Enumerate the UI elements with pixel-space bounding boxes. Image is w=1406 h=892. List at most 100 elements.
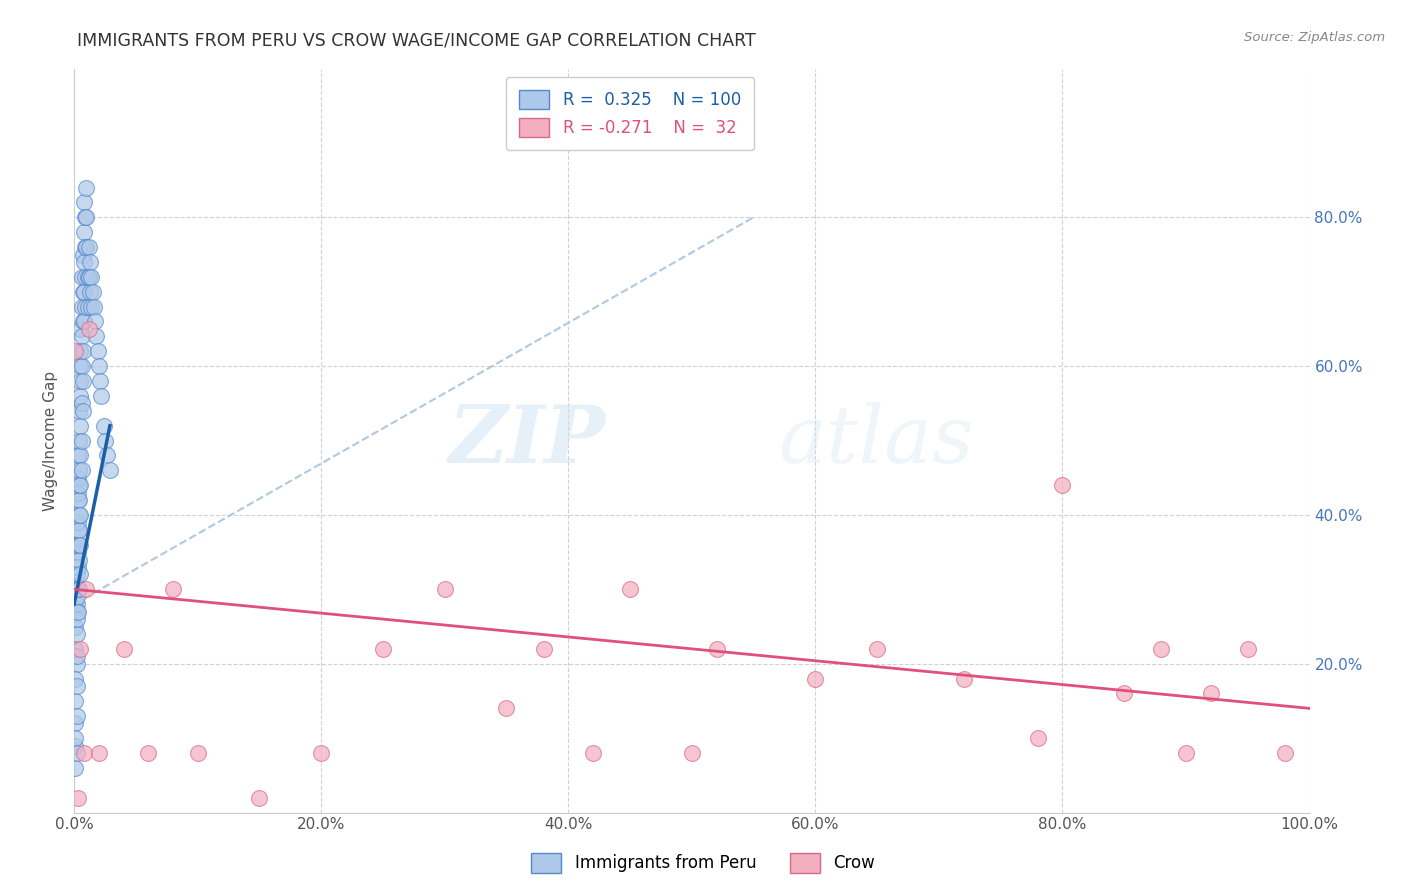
- Point: [73, 255, 96, 269]
- Point: [66, 538, 89, 552]
- Point: [75, 240, 97, 254]
- Point: [65, 761, 87, 775]
- Point: [70, 359, 93, 373]
- Point: [75, 582, 97, 597]
- Point: [582, 746, 605, 760]
- Point: [72, 374, 94, 388]
- Point: [65, 567, 87, 582]
- Point: [76, 269, 98, 284]
- Point: [67, 434, 90, 448]
- Point: [77, 269, 100, 284]
- Point: [65, 619, 87, 633]
- Point: [65, 716, 87, 731]
- Point: [1052, 478, 1074, 492]
- Point: [98, 463, 121, 477]
- Point: [65, 590, 87, 604]
- Point: [66, 516, 89, 530]
- Point: [75, 269, 97, 284]
- Point: [72, 247, 94, 261]
- Point: [72, 404, 94, 418]
- Point: [93, 418, 115, 433]
- Point: [66, 471, 89, 485]
- Point: [70, 269, 93, 284]
- Point: [65, 746, 87, 760]
- Point: [80, 269, 103, 284]
- Point: [75, 240, 97, 254]
- Point: [66, 560, 89, 574]
- Point: [69, 322, 91, 336]
- Point: [65, 344, 87, 359]
- Point: [66, 545, 89, 559]
- Point: [72, 314, 94, 328]
- Point: [65, 649, 87, 664]
- Point: [87, 746, 110, 760]
- Point: [1150, 641, 1173, 656]
- Point: [67, 538, 90, 552]
- Point: [187, 746, 209, 760]
- Point: [1274, 746, 1296, 760]
- Legend: Immigrants from Peru, Crow: Immigrants from Peru, Crow: [524, 847, 882, 880]
- Point: [69, 641, 91, 656]
- Point: [66, 582, 89, 597]
- Point: [65, 731, 87, 746]
- Point: [247, 790, 270, 805]
- Point: [495, 701, 517, 715]
- Point: [69, 508, 91, 522]
- Point: [75, 300, 97, 314]
- Point: [804, 672, 827, 686]
- Point: [73, 746, 96, 760]
- Point: [76, 300, 98, 314]
- Point: [72, 344, 94, 359]
- Point: [65, 627, 87, 641]
- Point: [72, 285, 94, 299]
- Point: [84, 314, 107, 328]
- Point: [65, 694, 87, 708]
- Point: [65, 672, 87, 686]
- Point: [65, 597, 87, 611]
- Point: [82, 285, 104, 299]
- Point: [94, 434, 117, 448]
- Text: atlas: atlas: [779, 401, 974, 479]
- Point: [309, 746, 332, 760]
- Point: [112, 641, 135, 656]
- Point: [69, 449, 91, 463]
- Point: [65, 708, 87, 723]
- Point: [79, 255, 101, 269]
- Point: [69, 359, 91, 373]
- Point: [73, 195, 96, 210]
- Point: [69, 389, 91, 403]
- Y-axis label: Wage/Income Gap: Wage/Income Gap: [44, 370, 58, 510]
- Point: [433, 582, 456, 597]
- Point: [75, 180, 97, 194]
- Point: [706, 641, 728, 656]
- Text: ZIP: ZIP: [449, 401, 606, 479]
- Point: [70, 300, 93, 314]
- Point: [86, 344, 108, 359]
- Point: [66, 485, 89, 500]
- Point: [77, 240, 100, 254]
- Point: [65, 641, 87, 656]
- Point: [69, 374, 91, 388]
- Point: [952, 672, 974, 686]
- Point: [65, 612, 87, 626]
- Point: [70, 434, 93, 448]
- Point: [96, 449, 118, 463]
- Point: [1114, 686, 1136, 700]
- Point: [75, 211, 97, 225]
- Point: [73, 314, 96, 328]
- Point: [67, 404, 90, 418]
- Point: [67, 463, 90, 477]
- Point: [681, 746, 703, 760]
- Point: [136, 746, 159, 760]
- Point: [65, 545, 87, 559]
- Point: [65, 582, 87, 597]
- Point: [69, 478, 91, 492]
- Point: [619, 582, 641, 597]
- Point: [67, 478, 90, 492]
- Legend: R =  0.325    N = 100, R = -0.271    N =  32: R = 0.325 N = 100, R = -0.271 N = 32: [506, 77, 754, 151]
- Text: Source: ZipAtlas.com: Source: ZipAtlas.com: [1244, 31, 1385, 45]
- Point: [162, 582, 184, 597]
- Point: [67, 552, 90, 566]
- Point: [1236, 641, 1258, 656]
- Point: [66, 790, 89, 805]
